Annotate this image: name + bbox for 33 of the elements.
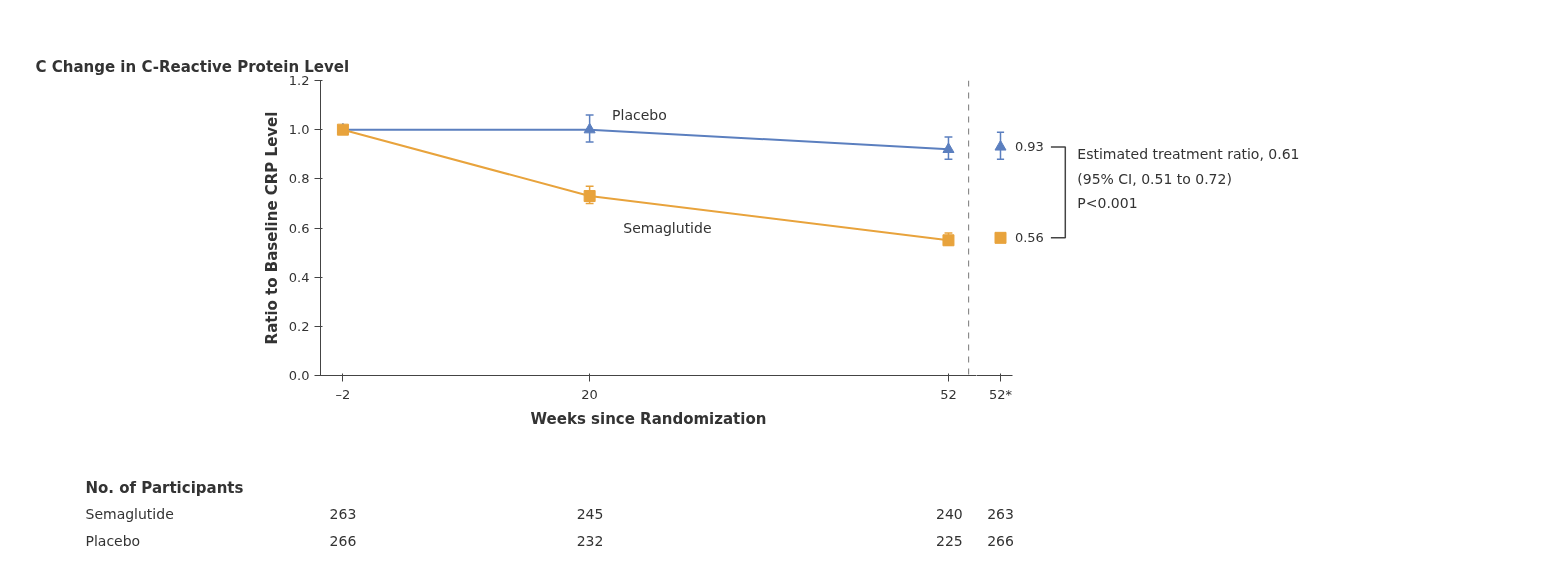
x-tick-label: 52* xyxy=(988,386,1013,402)
y-tick-label: 0.0 xyxy=(288,368,310,383)
y-axis-title: Ratio to Baseline CRP Level xyxy=(262,111,281,345)
data-label: 0.56 xyxy=(1014,230,1044,246)
text: No. of Participants xyxy=(85,478,244,497)
text: 263 xyxy=(329,505,357,522)
text: (95% CI, 0.51 to 0.72) xyxy=(1077,170,1232,187)
series-label: Placebo xyxy=(612,106,667,123)
text: 232 xyxy=(576,532,604,549)
y-tick-label: 0.8 xyxy=(288,171,310,187)
y-tick-label: 0.2 xyxy=(288,318,310,334)
y-tick-label: 1.0 xyxy=(288,122,310,138)
x-tick-label: 52 xyxy=(940,386,957,402)
text: P<0.001 xyxy=(1077,195,1138,212)
text: 266 xyxy=(987,532,1014,549)
point xyxy=(583,190,596,203)
text: 263 xyxy=(987,505,1014,522)
text: 245 xyxy=(576,505,604,522)
series-label: Semaglutide xyxy=(623,220,712,236)
text: 240 xyxy=(936,505,963,522)
data-label: 0.93 xyxy=(1014,139,1044,155)
text: 266 xyxy=(329,532,357,549)
x-tick-label: –2 xyxy=(335,386,351,402)
x-tick-label: 20 xyxy=(581,386,598,402)
text: Placebo xyxy=(85,532,141,549)
text: Semaglutide xyxy=(85,505,174,522)
text: 225 xyxy=(936,532,963,549)
text: Estimated treatment ratio, 0.61 xyxy=(1077,146,1300,163)
y-tick-label: 1.2 xyxy=(288,73,310,88)
y-tick-label: 0.6 xyxy=(288,220,310,236)
y-tick-label: 0.4 xyxy=(288,269,310,285)
text: C Change in C-Reactive Protein Level xyxy=(35,57,350,76)
x-axis-title: Weeks since Randomization xyxy=(530,409,767,428)
